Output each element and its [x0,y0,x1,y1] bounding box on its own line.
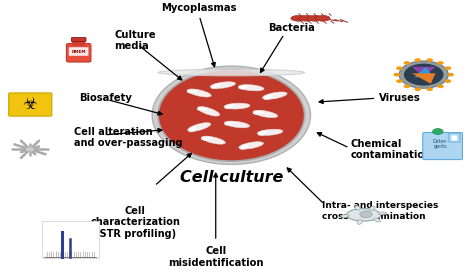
Ellipse shape [341,215,349,217]
Circle shape [399,61,448,88]
Circle shape [437,61,444,65]
Ellipse shape [355,206,360,210]
Text: Deter-
gents: Deter- gents [433,139,448,150]
FancyBboxPatch shape [66,44,91,62]
Ellipse shape [258,130,268,135]
Ellipse shape [378,212,386,215]
Ellipse shape [253,110,278,118]
Circle shape [404,64,444,86]
Circle shape [403,61,410,65]
Ellipse shape [264,94,273,100]
Ellipse shape [158,69,305,76]
Text: Cell
misidentification: Cell misidentification [168,246,264,268]
Circle shape [414,58,421,62]
Ellipse shape [369,206,375,211]
Circle shape [445,66,451,70]
Circle shape [396,79,403,83]
FancyBboxPatch shape [449,133,460,142]
Ellipse shape [224,121,236,125]
Text: Biosafety: Biosafety [79,93,132,103]
Ellipse shape [239,142,264,149]
Polygon shape [414,67,433,77]
Ellipse shape [201,137,213,140]
Ellipse shape [253,111,264,115]
FancyBboxPatch shape [73,40,85,45]
Ellipse shape [315,16,330,21]
FancyBboxPatch shape [423,132,463,160]
Ellipse shape [357,220,362,224]
Ellipse shape [240,144,249,150]
Ellipse shape [374,218,381,222]
FancyBboxPatch shape [9,93,52,116]
Text: ☣: ☣ [23,95,37,113]
Text: Cell
characterization
(STR profiling): Cell characterization (STR profiling) [91,206,180,239]
Polygon shape [412,67,436,77]
Ellipse shape [197,107,209,111]
FancyBboxPatch shape [69,47,89,56]
Ellipse shape [263,92,287,99]
Ellipse shape [224,121,250,128]
FancyBboxPatch shape [42,221,100,258]
Text: Cell culture: Cell culture [180,170,283,185]
Ellipse shape [291,16,306,21]
Ellipse shape [187,89,199,93]
Text: Mycoplasmas: Mycoplasmas [162,3,237,13]
Text: Intra- and interspecies
cross contamination: Intra- and interspecies cross contaminat… [322,201,438,221]
Circle shape [447,73,454,76]
Ellipse shape [211,84,221,89]
Ellipse shape [187,89,211,97]
Circle shape [393,73,400,76]
Circle shape [25,147,35,152]
Ellipse shape [225,104,235,109]
Ellipse shape [188,123,211,131]
Circle shape [433,129,443,134]
Ellipse shape [198,107,220,116]
Ellipse shape [257,129,283,135]
Circle shape [427,87,433,91]
Ellipse shape [307,16,322,21]
Ellipse shape [238,85,250,89]
Ellipse shape [224,103,250,109]
Circle shape [427,58,433,62]
Text: Viruses: Viruses [379,93,420,103]
Circle shape [360,211,372,218]
Circle shape [437,85,444,88]
Circle shape [445,79,451,83]
FancyBboxPatch shape [452,135,457,141]
Ellipse shape [158,69,305,161]
Ellipse shape [238,85,264,91]
Text: Chemical
contamination: Chemical contamination [350,138,432,160]
Polygon shape [412,73,436,84]
Ellipse shape [299,16,314,21]
Ellipse shape [210,82,236,88]
Circle shape [403,85,410,88]
Circle shape [414,87,421,91]
FancyBboxPatch shape [71,38,86,42]
Ellipse shape [189,126,197,132]
Circle shape [396,66,403,70]
Ellipse shape [152,66,310,164]
Ellipse shape [346,209,381,221]
Ellipse shape [201,136,225,144]
Text: DMEM: DMEM [72,50,86,54]
Text: Cell alteration
and over-passaging: Cell alteration and over-passaging [74,127,182,148]
Text: Bacteria: Bacteria [268,23,315,33]
Text: Culture
media: Culture media [114,30,156,51]
